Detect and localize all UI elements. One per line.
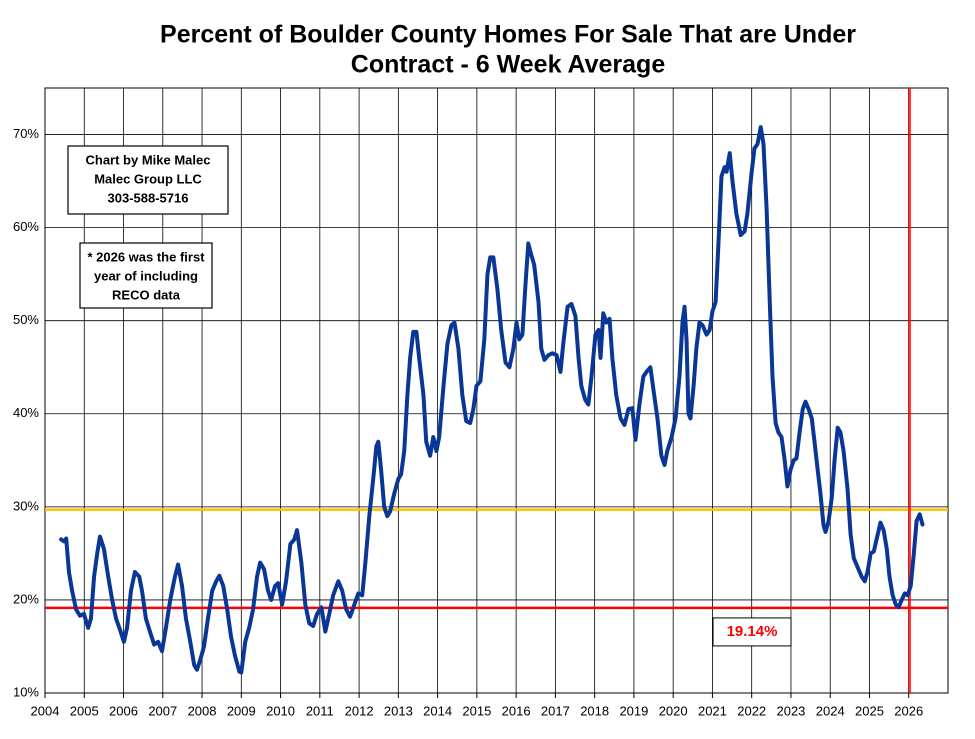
annotation-text: Chart by Mike Malec	[86, 152, 211, 167]
x-tick-label: 2020	[659, 703, 688, 718]
annotation-text: 303-588-5716	[108, 190, 189, 205]
y-tick-label: 70%	[13, 126, 39, 141]
x-tick-label: 2012	[345, 703, 374, 718]
x-tick-label: 2024	[816, 703, 845, 718]
y-tick-label: 10%	[13, 684, 39, 699]
x-tick-label: 2022	[737, 703, 766, 718]
annotation-box	[67, 145, 229, 215]
label-box	[712, 617, 792, 647]
x-tick-label: 2009	[227, 703, 256, 718]
chart-title: Contract - 6 Week Average	[351, 51, 666, 79]
x-tick-label: 2011	[306, 703, 334, 718]
x-tick-label: 2016	[502, 703, 531, 718]
annotation-text: * 2026 was the first	[87, 249, 205, 264]
x-tick-label: 2006	[109, 703, 138, 718]
x-tick-label: 2015	[462, 703, 491, 718]
x-tick-label: 2010	[266, 703, 295, 718]
x-tick-label: 2005	[70, 703, 99, 718]
y-tick-label: 20%	[13, 591, 39, 606]
data-line	[59, 125, 925, 675]
x-tick-label: 2025	[855, 703, 884, 718]
y-tick-label: 50%	[13, 312, 39, 327]
x-tick-label: 2019	[619, 703, 648, 718]
x-tick-label: 2017	[541, 703, 570, 718]
x-tick-label: 2026	[894, 703, 923, 718]
x-tick-label: 2018	[580, 703, 609, 718]
x-tick-label: 2021	[698, 703, 727, 718]
x-tick-label: 2014	[423, 703, 452, 718]
x-tick-label: 2004	[31, 703, 60, 718]
y-tick-label: 40%	[13, 405, 39, 420]
y-tick-label: 30%	[13, 498, 39, 513]
x-tick-label: 2013	[384, 703, 413, 718]
annotation-text: RECO data	[112, 287, 181, 302]
annotation-text: Malec Group LLC	[94, 171, 202, 186]
y-tick-label: 60%	[13, 219, 39, 234]
chart-title: Percent of Boulder County Homes For Sale…	[160, 21, 856, 49]
x-tick-label: 2007	[148, 703, 177, 718]
reference-label: 19.14%	[727, 623, 778, 640]
annotation-box	[79, 242, 213, 309]
annotation-text: year of including	[94, 268, 198, 283]
x-tick-label: 2008	[188, 703, 217, 718]
x-tick-label: 2023	[776, 703, 805, 718]
